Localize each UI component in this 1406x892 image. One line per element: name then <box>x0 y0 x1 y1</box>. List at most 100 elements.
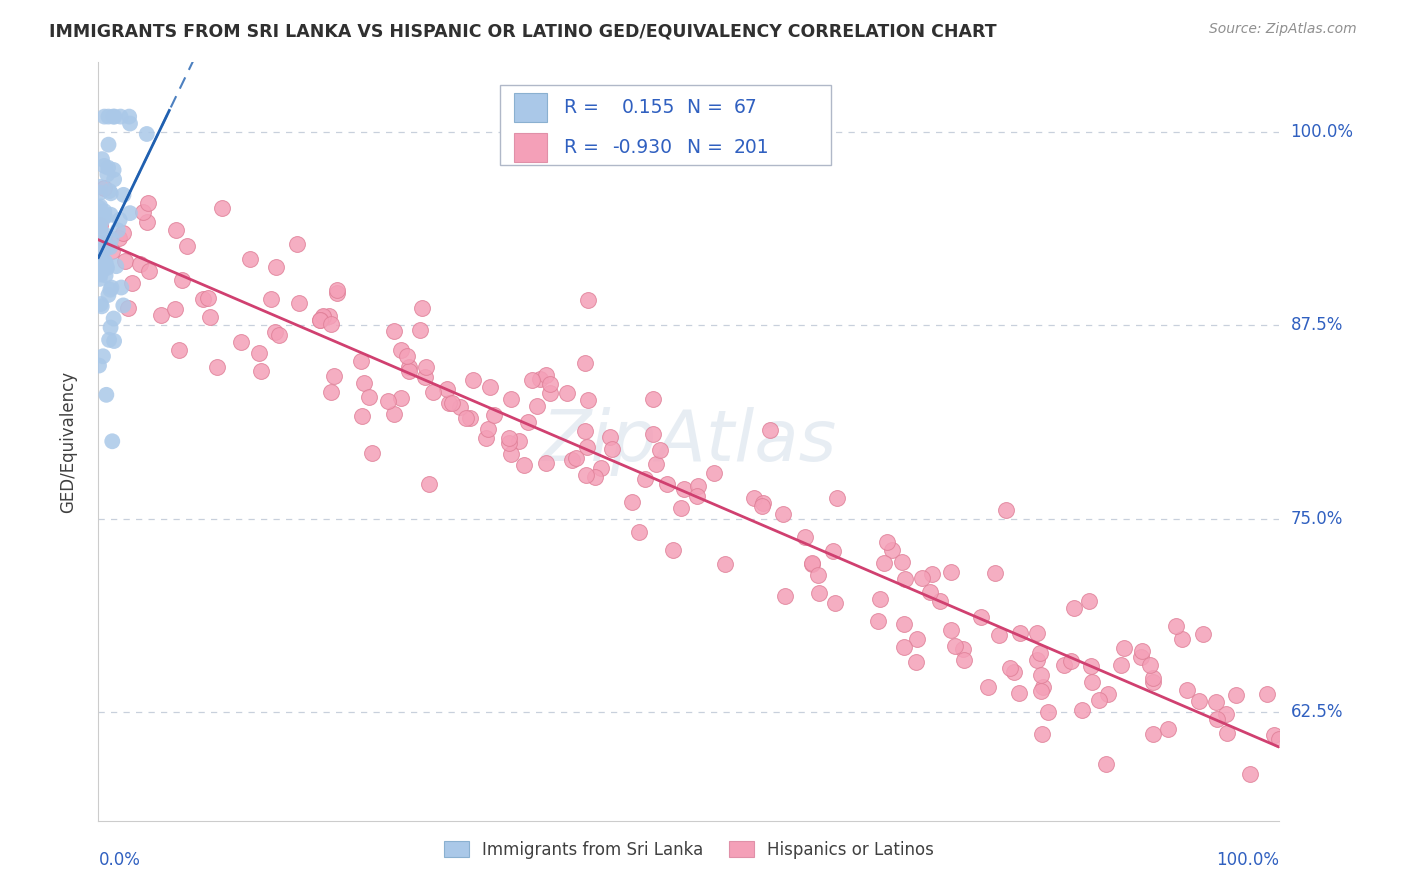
Point <box>1025 626 1047 640</box>
Point <box>576 293 599 307</box>
Point <box>350 353 373 368</box>
Point <box>415 359 437 374</box>
Point <box>100 280 122 294</box>
Point <box>583 469 606 483</box>
Text: N =: N = <box>686 98 723 117</box>
Text: 87.5%: 87.5% <box>1291 317 1343 334</box>
Point <box>987 628 1010 642</box>
Point <box>91 152 114 166</box>
Point <box>384 407 406 421</box>
Point <box>508 434 530 448</box>
Point <box>574 356 596 370</box>
Point <box>650 443 672 458</box>
Point <box>1142 727 1164 741</box>
Point <box>643 392 665 407</box>
Point <box>1032 680 1054 694</box>
Point <box>627 524 650 539</box>
Point <box>309 313 332 327</box>
Point <box>89 199 111 213</box>
Point <box>89 186 111 200</box>
Point <box>1142 671 1164 685</box>
Point <box>876 535 898 549</box>
Point <box>801 557 824 571</box>
Bar <box>515 133 547 161</box>
Point <box>108 212 131 227</box>
Point <box>918 585 941 599</box>
Point <box>285 236 308 251</box>
Point <box>382 324 405 338</box>
Point <box>534 456 557 470</box>
Point <box>520 373 543 387</box>
Point <box>207 360 229 375</box>
Point <box>998 661 1021 675</box>
Point <box>1008 686 1031 700</box>
Point <box>250 364 273 378</box>
Point <box>422 385 444 400</box>
Point <box>150 308 173 322</box>
Point <box>1088 692 1111 706</box>
Point <box>1188 694 1211 708</box>
Point <box>138 263 160 277</box>
Point <box>96 168 118 182</box>
Point <box>1256 687 1278 701</box>
Point <box>1130 649 1153 664</box>
Point <box>377 393 399 408</box>
Point <box>96 260 118 275</box>
Text: 100.0%: 100.0% <box>1216 851 1279 869</box>
Text: 0.0%: 0.0% <box>98 851 141 869</box>
Point <box>117 301 139 315</box>
Point <box>1081 675 1104 690</box>
Point <box>1071 703 1094 717</box>
Point <box>97 110 120 124</box>
Point <box>389 391 412 405</box>
Point <box>108 231 131 245</box>
Point <box>576 392 599 407</box>
Point <box>645 458 668 472</box>
Point <box>752 496 775 510</box>
Point <box>389 343 412 357</box>
Point <box>772 508 794 522</box>
Point <box>1192 627 1215 641</box>
Point <box>128 257 150 271</box>
Point <box>970 610 993 624</box>
Point <box>114 253 136 268</box>
Point <box>575 467 598 482</box>
Point <box>87 248 110 262</box>
Point <box>1112 640 1135 655</box>
Point <box>943 639 966 653</box>
Point <box>312 310 335 324</box>
Point <box>1205 695 1227 709</box>
Point <box>169 343 191 358</box>
Point <box>326 283 349 297</box>
Point <box>759 423 782 437</box>
Point <box>574 425 596 439</box>
Point <box>97 161 120 175</box>
Point <box>100 232 122 246</box>
Point <box>1080 659 1102 673</box>
Point <box>247 346 270 360</box>
Point <box>231 334 253 349</box>
Point <box>93 204 115 219</box>
Point <box>357 390 380 404</box>
Point <box>671 500 693 515</box>
Point <box>714 557 737 571</box>
Text: Source: ZipAtlas.com: Source: ZipAtlas.com <box>1209 22 1357 37</box>
Point <box>686 489 709 503</box>
Legend: Immigrants from Sri Lanka, Hispanics or Latinos: Immigrants from Sri Lanka, Hispanics or … <box>437 834 941 865</box>
Text: 100.0%: 100.0% <box>1291 123 1354 141</box>
Text: ZipAtlas: ZipAtlas <box>541 407 837 476</box>
Point <box>655 476 678 491</box>
Point <box>1026 652 1049 666</box>
Point <box>89 179 111 194</box>
Point <box>1225 688 1247 702</box>
Point <box>561 453 583 467</box>
Point <box>100 244 122 259</box>
Point <box>1008 625 1031 640</box>
Point <box>498 431 520 445</box>
Point <box>1142 674 1164 689</box>
Point <box>538 376 561 391</box>
Point <box>98 184 121 198</box>
Point <box>198 310 221 324</box>
Point <box>905 632 928 646</box>
Point <box>662 542 685 557</box>
